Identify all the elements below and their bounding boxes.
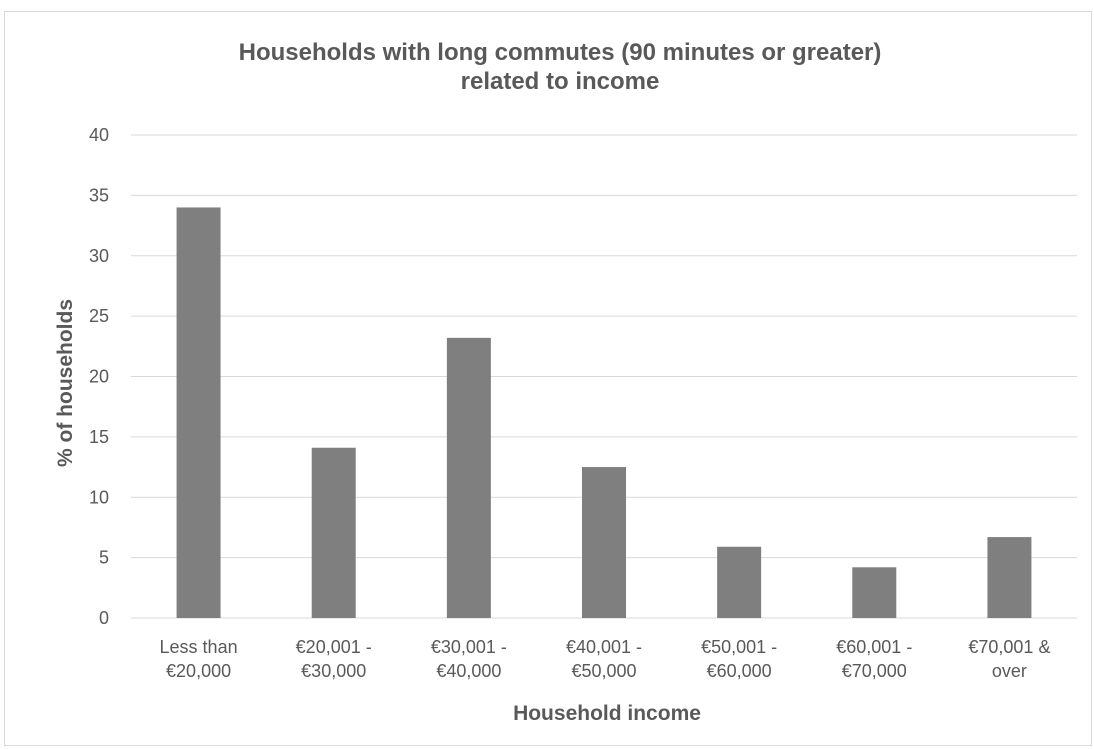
y-tick-label: 35 [89, 185, 109, 205]
bar [176, 207, 221, 618]
x-tick-label-line: €50,001 - [701, 637, 777, 657]
bar [852, 567, 897, 618]
x-axis-title: Household income [513, 702, 701, 725]
x-tick-label-line: Less than [160, 637, 238, 657]
x-tick-label-line: over [992, 661, 1027, 681]
x-tick-label: Less than €20,000 [160, 637, 238, 681]
bar-chart: Households with long commutes (90 minute… [54, 39, 1077, 725]
x-tick-label-line: €70,000 [842, 661, 907, 681]
y-tick-label: 0 [99, 608, 109, 628]
x-tick-label-line: €20,000 [166, 661, 231, 681]
y-tick-label: 40 [89, 125, 109, 145]
x-tick-label-line: €30,000 [301, 661, 366, 681]
y-axis-ticks: 0 5 10 15 20 25 30 35 40 [89, 125, 109, 628]
x-tick-label-line: €50,000 [571, 661, 636, 681]
x-tick-label-line: €40,000 [436, 661, 501, 681]
x-tick-label: €40,001 - €50,000 [566, 637, 642, 681]
y-tick-label: 15 [89, 427, 109, 447]
y-tick-label: 20 [89, 367, 109, 387]
x-tick-label-line: €30,001 - [431, 637, 507, 657]
x-tick-label: €20,001 - €30,000 [296, 637, 372, 681]
y-tick-label: 10 [89, 487, 109, 507]
bar [717, 546, 762, 618]
bar [446, 337, 491, 618]
bars [176, 207, 1032, 618]
x-tick-label-line: €60,000 [707, 661, 772, 681]
chart-title-line: related to income [461, 68, 660, 95]
gridlines [131, 134, 1077, 619]
bar [582, 467, 626, 618]
x-tick-label: €60,001 - €70,000 [836, 637, 912, 681]
y-tick-label: 5 [99, 548, 109, 568]
x-tick-label: €30,001 - €40,000 [431, 637, 507, 681]
x-tick-label-line: €60,001 - [836, 637, 912, 657]
x-tick-label-line: €40,001 - [566, 637, 642, 657]
chart-title-line: Households with long commutes (90 minute… [239, 39, 882, 66]
chart-title: Households with long commutes (90 minute… [239, 39, 882, 95]
x-tick-label: €70,001 & over [968, 637, 1050, 681]
y-axis-title: % of households [54, 299, 77, 467]
x-tick-label-line: €70,001 & [968, 637, 1050, 657]
x-tick-label-line: €20,001 - [296, 637, 372, 657]
bar [311, 447, 356, 618]
y-tick-label: 30 [89, 246, 109, 266]
bar [987, 537, 1032, 618]
x-tick-label: €50,001 - €60,000 [701, 637, 777, 681]
x-axis-ticks: Less than €20,000 €20,001 - €30,000 €30,001 … [160, 637, 1051, 681]
chart-area: Households with long commutes (90 minute… [4, 11, 1092, 746]
y-tick-label: 25 [89, 306, 109, 326]
